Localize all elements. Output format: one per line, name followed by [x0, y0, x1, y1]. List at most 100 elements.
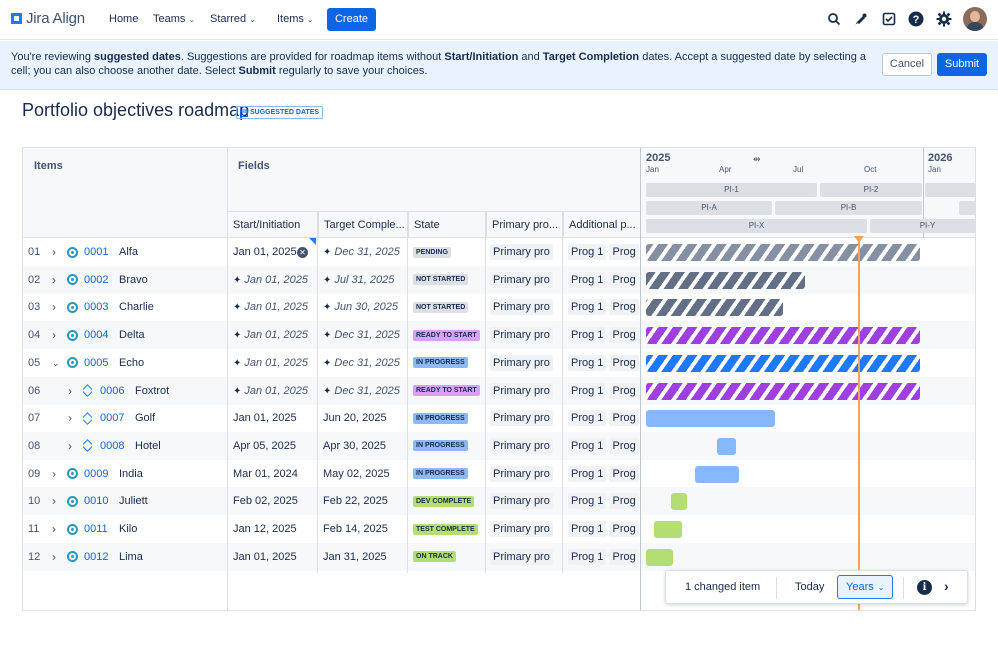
primary-program-cell[interactable]: Primary pro	[490, 487, 553, 515]
table-row[interactable]: 09 › 0009 India Mar 01, 2024 May 02, 202…	[23, 460, 975, 488]
chevron-right-icon[interactable]: ›	[68, 411, 72, 426]
item-id-link[interactable]: 0004	[84, 329, 109, 342]
roadmap-bar[interactable]	[654, 521, 682, 538]
table-row[interactable]: 02 › 0002 Bravo ✦ Jan 01, 2025 ✦ Jul 31, 2…	[23, 265, 975, 294]
chevron-right-icon[interactable]: ›	[52, 522, 56, 536]
target-date-cell[interactable]: ✦ Dec 31, 2025	[323, 321, 400, 349]
roadmap-bar[interactable]	[695, 465, 740, 483]
primary-program-cell[interactable]: Primary pro	[490, 293, 553, 321]
pi-bar[interactable]: PI-2	[820, 183, 922, 197]
primary-program-cell[interactable]: Primary pro	[490, 321, 553, 349]
additional-programs-cell[interactable]: Prog 1 Prog	[568, 266, 640, 294]
state-cell[interactable]: TEST COMPLETE	[413, 515, 478, 543]
chevron-right-icon[interactable]: ›	[52, 494, 56, 509]
item-id-link[interactable]: 0006	[100, 384, 125, 397]
pi-bar[interactable]	[925, 183, 975, 197]
table-row[interactable]: 04 › 0004 Delta ✦ Jan 01, 2025 ✦ Dec 31, 2…	[23, 321, 975, 350]
roadmap-bar[interactable]	[646, 299, 783, 317]
nav-starred[interactable]: Starred ⌄	[210, 13, 256, 25]
table-row[interactable]: 03 › 0003 Charlie ✦ Jan 01, 2025 ✦ Jun 30,…	[23, 293, 975, 321]
additional-programs-cell[interactable]: Prog 1 Prog	[568, 321, 640, 349]
target-date-cell[interactable]: Jun 20, 2025	[323, 404, 387, 432]
chevron-right-icon[interactable]: ›	[68, 438, 72, 453]
start-date-cell[interactable]: Jan 01, 2025	[233, 404, 297, 432]
primary-program-cell[interactable]: Primary pro	[490, 377, 553, 405]
item-id-link[interactable]: 0010	[84, 495, 109, 508]
item-id-link[interactable]: 0005	[84, 356, 109, 369]
column-header-primary-program[interactable]: Primary pro...	[486, 211, 563, 238]
start-date-cell[interactable]: ✦ Jan 01, 2025	[233, 266, 308, 294]
target-date-cell[interactable]: ✦ Jul 31, 2025	[323, 266, 394, 294]
state-cell[interactable]: IN PROGRESS	[413, 460, 468, 488]
additional-programs-cell[interactable]: Prog 1 Prog	[568, 404, 640, 432]
start-date-cell[interactable]: ✦ Jan 01, 2025	[233, 377, 308, 405]
gear-icon[interactable]	[936, 11, 952, 27]
state-cell[interactable]: NOT STARTED	[413, 293, 469, 321]
roadmap-bar[interactable]	[646, 244, 920, 261]
clear-icon[interactable]: ✕	[297, 238, 308, 266]
today-button[interactable]: Today	[795, 581, 825, 593]
checkbox-tasks-icon[interactable]	[881, 11, 897, 27]
additional-programs-cell[interactable]: Prog 1 Prog	[568, 543, 640, 571]
column-header-additional-programs[interactable]: Additional p...	[563, 211, 641, 238]
additional-programs-cell[interactable]: Prog 1 Prog	[568, 293, 640, 321]
state-cell[interactable]: ON TRACK	[413, 543, 456, 571]
target-date-cell[interactable]: ✦ Dec 31, 2025	[323, 349, 400, 377]
table-row[interactable]: 11 › 0011 Kilo Jan 12, 2025 Feb 14, 2025…	[23, 515, 975, 543]
additional-programs-cell[interactable]: Prog 1 Prog	[568, 515, 640, 543]
start-date-cell[interactable]: Jan 01, 2025	[233, 543, 297, 571]
start-date-cell[interactable]: ✦ Jan 01, 2025	[233, 349, 308, 377]
chevron-right-icon[interactable]: ›	[52, 549, 56, 564]
start-date-cell[interactable]: Feb 02, 2025	[233, 487, 298, 515]
notifications-icon[interactable]	[853, 11, 869, 27]
table-row[interactable]: 06 › 0006 Foxtrot ✦ Jan 01, 2025 ✦ Dec 31,…	[23, 376, 975, 405]
pi-bar[interactable]: PI-1	[646, 183, 817, 197]
roadmap-bar[interactable]	[670, 493, 688, 511]
table-row[interactable]: 12 › 0012 Lima Jan 01, 2025 Jan 31, 2025…	[23, 542, 975, 571]
nav-teams[interactable]: Teams ⌄	[153, 13, 195, 25]
item-id-link[interactable]: 0011	[84, 523, 108, 535]
start-date-cell[interactable]: Apr 05, 2025	[233, 432, 296, 460]
pi-bar[interactable]: PI-X	[646, 219, 867, 233]
submit-button[interactable]: Submit	[937, 53, 987, 76]
info-icon[interactable]: i	[917, 580, 932, 595]
state-cell[interactable]: READY TO START	[413, 321, 480, 349]
target-date-cell[interactable]: Apr 30, 2025	[323, 432, 386, 460]
chevron-right-icon[interactable]: ›	[68, 383, 72, 398]
primary-program-cell[interactable]: Primary pro	[490, 432, 553, 460]
item-id-link[interactable]: 0007	[100, 412, 125, 425]
state-cell[interactable]: NOT STARTED	[413, 266, 469, 294]
additional-programs-cell[interactable]: Prog 1 Prog	[568, 432, 640, 460]
pi-bar[interactable]: PI-Y	[870, 219, 975, 233]
item-id-link[interactable]: 0002	[84, 273, 109, 286]
state-cell[interactable]: READY TO START	[413, 377, 480, 405]
jira-align-logo[interactable]: Jira Align	[11, 10, 85, 27]
table-row[interactable]: 08 › 0008 Hotel Apr 05, 2025 Apr 30, 202…	[23, 431, 975, 460]
state-cell[interactable]: DEV COMPLETE	[413, 487, 475, 515]
state-cell[interactable]: PENDING	[413, 238, 451, 266]
item-id-link[interactable]: 0012	[84, 550, 109, 563]
roadmap-bar[interactable]	[646, 410, 775, 428]
start-date-cell[interactable]: ✦ Jan 01, 2025	[233, 293, 308, 321]
table-row[interactable]: 07 › 0007 Golf Jan 01, 2025 Jun 20, 2025…	[23, 404, 975, 432]
target-date-cell[interactable]: Feb 22, 2025	[323, 487, 388, 515]
chevron-right-icon[interactable]: ›	[52, 328, 56, 343]
pi-bar[interactable]: PI-B	[775, 201, 922, 215]
pi-bar[interactable]	[959, 201, 975, 215]
collapse-arrows-icon[interactable]: ⇹	[753, 154, 761, 164]
roadmap-bar[interactable]	[646, 271, 805, 289]
timescale-select[interactable]: Years ⌄	[837, 575, 893, 599]
column-header-target[interactable]: Target Comple...	[318, 211, 408, 238]
target-date-cell[interactable]: Jan 31, 2025	[323, 543, 387, 571]
help-icon[interactable]: ?	[908, 11, 924, 27]
chevron-right-icon[interactable]: ›	[52, 272, 56, 287]
pi-bar[interactable]: PI-A	[646, 201, 772, 215]
chevron-right-icon[interactable]: ›	[52, 245, 56, 259]
primary-program-cell[interactable]: Primary pro	[490, 238, 553, 266]
target-date-cell[interactable]: ✦ Jun 30, 2025	[323, 293, 398, 321]
target-date-cell[interactable]: Feb 14, 2025	[323, 515, 388, 543]
target-date-cell[interactable]: May 02, 2025	[323, 460, 390, 488]
item-id-link[interactable]: 0009	[84, 467, 109, 480]
chevron-right-icon[interactable]: ›	[52, 466, 56, 481]
start-date-cell[interactable]: Mar 01, 2024	[233, 460, 298, 488]
